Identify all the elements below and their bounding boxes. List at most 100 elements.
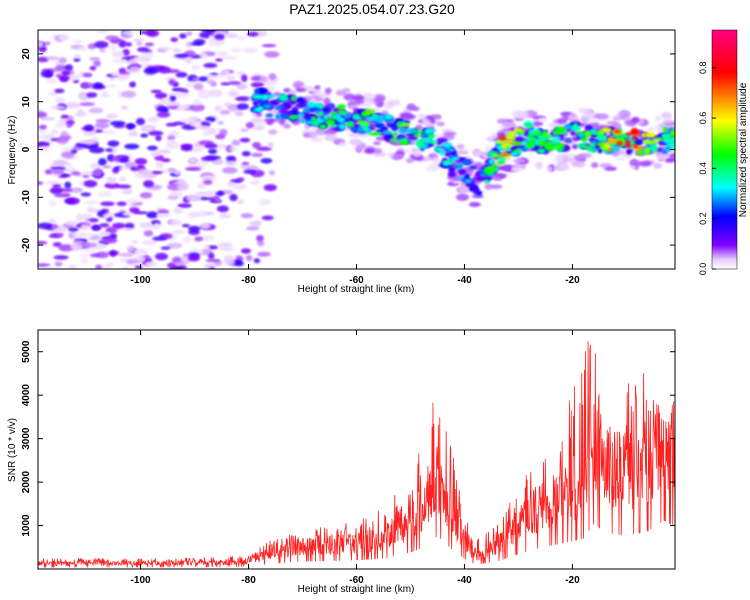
spectrogram-halo-blob [259,75,268,83]
spectrogram-noise-blob [80,224,90,231]
spectrogram-halo-blob [432,156,440,164]
spectrogram-noise-blob [55,97,65,104]
spectrogram-noise-blob [189,157,198,164]
spectrogram-noise-blob [261,43,277,48]
spectrogram-noise-blob [133,38,145,43]
spectrogram-noise-blob [102,212,111,219]
spectrogram-noise-blob [144,261,157,268]
spectrogram-noise-blob [255,235,264,242]
spectrogram-noise-blob [102,237,118,244]
spectrogram-ridge-blob [337,117,346,123]
spectrogram-halo-blob [589,121,600,126]
spectrogram-noise-blob [88,146,105,154]
spectrogram-halo-blob [347,132,362,138]
spectrogram-ridge-blob [382,130,392,135]
spectrogram-halo-blob [664,157,675,163]
spectrogram-noise-blob [251,123,266,128]
spectrogram-noise-blob [73,57,81,62]
colorbar-tick-label: 0.0 [698,263,708,276]
spectrogram-ridge-blob [636,150,645,156]
spectrogram-noise-blob [224,160,238,166]
spectrogram-ridge-blob [645,132,656,138]
spectrogram-ridge-blob [555,143,566,147]
spectrogram-noise-blob [51,129,59,135]
spectrogram-noise-blob [122,211,133,217]
spectrogram-noise-blob [58,75,70,82]
spectrogram-noise-blob [152,236,168,241]
spectrogram-ridge-blob [274,106,283,110]
spectrogram-noise-blob [191,64,201,71]
spectrogram-ridge-blob [325,119,335,126]
spectrogram-halo-blob [562,157,575,163]
spectrogram-halo-blob [373,97,385,102]
spectrogram-noise-blob [136,165,143,169]
spectrogram-ridge-blob [499,152,510,157]
spectrogram-ridge-blob [520,141,527,145]
spectrogram-noise-blob [77,46,88,52]
spectrogram-noise-blob [119,176,127,183]
spectrogram-noise-blob [61,70,71,76]
spectrogram-ridge-blob [670,130,675,135]
spectrogram-halo-blob [338,141,347,147]
spectrogram-halo-blob [502,121,517,128]
spectrogram-noise-blob [102,165,112,169]
colorbar: 0.0 0.2 0.4 0.6 0.8 Normalized spectral ampl… [698,29,749,276]
spectrogram-noise-blob [99,47,106,54]
spectrogram-ridge-blob [297,113,305,118]
spectrogram-noise-blob [203,263,215,269]
spectrogram-noise-blob [98,158,107,166]
spectrogram-ridge-blob [291,107,299,111]
spectrogram-noise-blob [208,40,224,47]
spectrogram-ridge-blob [279,113,290,120]
spectrogram-noise-blob [58,57,67,64]
spectrogram-ridge-blob [306,101,316,108]
spectrogram-noise-blob [170,37,178,43]
spectrogram-noise-blob [170,192,182,197]
spectrogram-noise-blob [52,159,69,166]
spectrogram-halo-blob [387,99,397,107]
spectrogram-ridge-blob [488,166,494,172]
spectrogram-noise-blob [86,92,98,98]
spectrogram-noise-blob [89,65,97,71]
spectrogram-ridge-blob [572,122,578,129]
y-tick-label: -20 [21,237,32,252]
spectrogram-noise-blob [203,244,211,251]
spectrogram-noise-blob [56,226,64,233]
spectrogram-noise-blob [245,254,253,262]
spectrogram-noise-blob [189,147,204,153]
spectrogram-noise-blob [90,163,101,170]
spectrogram-noise-blob [105,113,119,119]
spectrogram-ridge-blob [495,139,507,144]
spectrogram-halo-blob [654,116,662,121]
spectrogram-noise-blob [89,57,101,61]
spectrogram-halo-blob [556,118,568,125]
spectrogram-noise-blob [220,82,231,86]
spectrogram-noise-blob [52,184,62,189]
spectrogram-halo-blob [511,166,525,172]
spectrogram-noise-blob [215,58,223,62]
spectrogram-ridge-blob [483,179,491,184]
spectrogram-halo-blob [343,93,356,101]
spectrogram-ridge-blob [401,139,408,144]
spectrogram-noise-blob [172,207,183,214]
y-tick-label: 1000 [21,514,32,537]
spectrogram-noise-blob [215,191,225,197]
spectrogram-noise-blob [44,133,55,140]
spectrogram-noise-blob [94,121,110,129]
spectrogram-noise-blob [73,54,82,59]
spectrogram-ridge-blob [632,137,638,141]
spectrogram-noise-blob [167,194,179,200]
spectrogram-ridge-blob [413,129,424,134]
spectrogram-noise-blob [157,149,171,154]
spectrogram-ridge-blob [291,109,299,115]
spectrogram-noise-blob [38,141,50,147]
spectrogram-halo-blob [485,145,493,151]
spectrogram-ridge-blob [449,150,458,156]
spectrogram-noise-blob [150,89,162,94]
spectrogram-noise-blob [90,253,101,258]
spectrogram-noise-blob [217,120,224,125]
spectrogram-noise-blob [134,157,148,166]
spectrogram-ridge-blob [362,125,370,132]
spectrogram-ridge-blob [464,178,473,184]
spectrogram-halo-blob [373,141,381,146]
